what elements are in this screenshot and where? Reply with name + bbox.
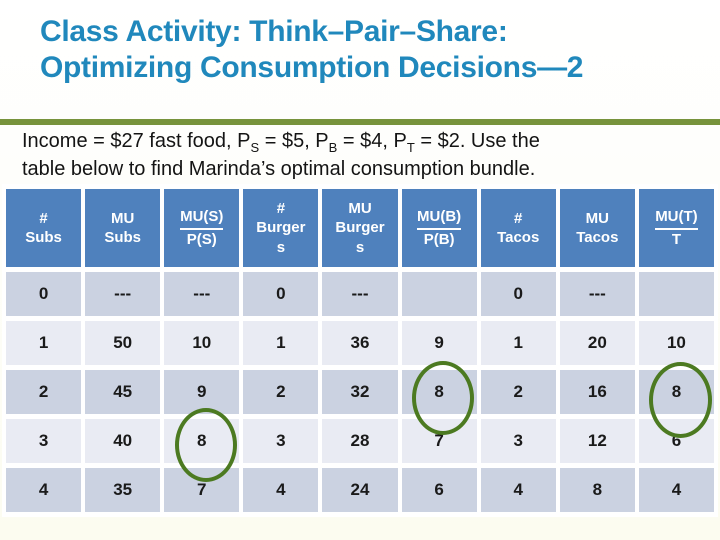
col-header-mub-pb: MU(B) P(B) bbox=[401, 189, 477, 267]
table-row: 0 --- --- 0 --- 0 --- bbox=[6, 272, 714, 316]
data-cell: 1 bbox=[243, 321, 319, 365]
data-cell: 20 bbox=[559, 321, 635, 365]
table-row: 1 50 10 1 36 9 1 20 10 bbox=[6, 321, 714, 365]
slide-title: Class Activity: Think–Pair–Share: Optimiz… bbox=[40, 14, 700, 86]
table-row: 2 45 9 2 32 8 2 16 8 bbox=[6, 370, 714, 414]
data-cell: 8 bbox=[638, 370, 714, 414]
data-cell: 40 bbox=[85, 419, 161, 463]
fraction-denominator: P(S) bbox=[186, 230, 217, 248]
data-cell: 50 bbox=[85, 321, 161, 365]
data-cell: 2 bbox=[243, 370, 319, 414]
data-cell: --- bbox=[164, 272, 240, 316]
data-cell: 3 bbox=[243, 419, 319, 463]
price-subscript-s: S bbox=[250, 140, 260, 155]
data-cell: 0 bbox=[243, 272, 319, 316]
data-cell: 8 bbox=[559, 468, 635, 512]
intro-segment: = $2. Use the bbox=[414, 130, 540, 152]
data-cell: --- bbox=[85, 272, 161, 316]
fraction-numerator: MU(B) bbox=[417, 207, 462, 230]
data-cell: 32 bbox=[322, 370, 398, 414]
data-cell: 9 bbox=[164, 370, 240, 414]
data-cell: 28 bbox=[322, 419, 398, 463]
slide-title-line2: Optimizing Consumption Decisions—2 bbox=[40, 51, 584, 84]
data-cell: 0 bbox=[480, 272, 556, 316]
data-cell: 9 bbox=[401, 321, 477, 365]
data-cell: 2 bbox=[6, 370, 82, 414]
fraction-denominator: T bbox=[671, 230, 682, 248]
data-cell: 4 bbox=[243, 468, 319, 512]
data-cell: 3 bbox=[6, 419, 82, 463]
table-row: 4 35 7 4 24 6 4 8 4 bbox=[6, 468, 714, 512]
data-cell: 8 bbox=[401, 370, 477, 414]
slide-title-line1: Class Activity: Think–Pair–Share: bbox=[40, 15, 508, 48]
price-subscript-b: B bbox=[328, 140, 338, 155]
data-cell: 2 bbox=[480, 370, 556, 414]
data-cell: 0 bbox=[6, 272, 82, 316]
data-cell: 45 bbox=[85, 370, 161, 414]
divider-rule bbox=[0, 119, 720, 125]
data-cell: 6 bbox=[638, 419, 714, 463]
col-header-mu-burgers: MU Burger s bbox=[322, 189, 398, 267]
data-cell: 36 bbox=[322, 321, 398, 365]
data-cell: 16 bbox=[559, 370, 635, 414]
fraction-numerator: MU(T) bbox=[655, 207, 698, 230]
col-header-burgers: # Burger s bbox=[243, 189, 319, 267]
data-cell: 4 bbox=[6, 468, 82, 512]
data-cell: 3 bbox=[480, 419, 556, 463]
table-row: 3 40 8 3 28 7 3 12 6 bbox=[6, 419, 714, 463]
data-cell: 1 bbox=[480, 321, 556, 365]
data-cell: 7 bbox=[401, 419, 477, 463]
col-header-subs: # Subs bbox=[6, 189, 82, 267]
data-cell: 35 bbox=[85, 468, 161, 512]
col-header-mut-t: MU(T) T bbox=[638, 189, 714, 267]
intro-text: Income = $27 fast food, PS = $5, PB = $4… bbox=[22, 127, 702, 183]
col-header-mus-ps: MU(S) P(S) bbox=[164, 189, 240, 267]
fraction-denominator: P(B) bbox=[423, 230, 455, 248]
data-cell: 8 bbox=[164, 419, 240, 463]
col-header-mu-tacos: MU Tacos bbox=[559, 189, 635, 267]
data-cell bbox=[638, 272, 714, 316]
intro-segment: = $4, P bbox=[337, 130, 407, 152]
header-row: # Subs MU Subs MU(S) P(S) # Burger s MU B… bbox=[6, 189, 714, 267]
data-cell: 1 bbox=[6, 321, 82, 365]
data-cell: 4 bbox=[638, 468, 714, 512]
col-header-mu-subs: MU Subs bbox=[85, 189, 161, 267]
intro-segment: table below to find Marinda’s optimal co… bbox=[22, 158, 536, 180]
consumption-table: # Subs MU Subs MU(S) P(S) # Burger s MU B… bbox=[2, 184, 718, 517]
data-cell bbox=[401, 272, 477, 316]
data-cell: 24 bbox=[322, 468, 398, 512]
data-cell: --- bbox=[559, 272, 635, 316]
fraction-numerator: MU(S) bbox=[180, 207, 224, 230]
price-subscript-t: T bbox=[406, 140, 415, 155]
data-cell: 12 bbox=[559, 419, 635, 463]
data-cell: --- bbox=[322, 272, 398, 316]
intro-segment: Income = $27 fast food, P bbox=[22, 130, 251, 152]
intro-segment: = $5, P bbox=[259, 130, 329, 152]
col-header-tacos: # Tacos bbox=[480, 189, 556, 267]
data-cell: 4 bbox=[480, 468, 556, 512]
data-cell: 7 bbox=[164, 468, 240, 512]
data-cell: 10 bbox=[638, 321, 714, 365]
data-cell: 6 bbox=[401, 468, 477, 512]
data-cell: 10 bbox=[164, 321, 240, 365]
